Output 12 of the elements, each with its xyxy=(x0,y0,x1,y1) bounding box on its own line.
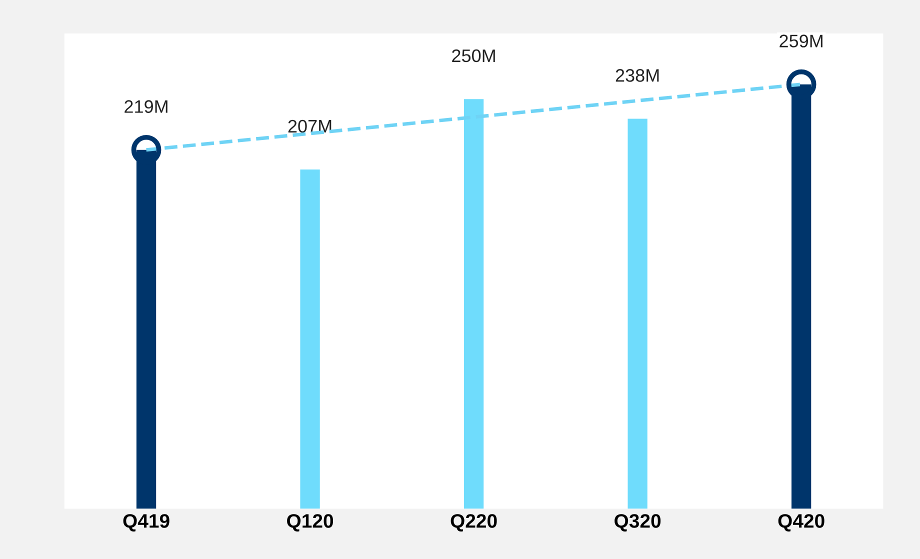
x-tick-label: Q320 xyxy=(614,514,661,532)
data-label: 219M xyxy=(124,100,168,113)
data-label: 207M xyxy=(288,120,332,133)
data-label: 238M xyxy=(616,69,659,82)
x-tick-label: Q420 xyxy=(778,514,824,532)
x-tick-label: Q120 xyxy=(287,514,334,532)
bar xyxy=(300,170,320,509)
data-label: 259M xyxy=(780,34,822,48)
data-label: 250M xyxy=(452,49,495,62)
x-tick-label: Q419 xyxy=(123,514,170,532)
x-tick-label: Q220 xyxy=(450,514,497,532)
bar xyxy=(628,118,648,509)
